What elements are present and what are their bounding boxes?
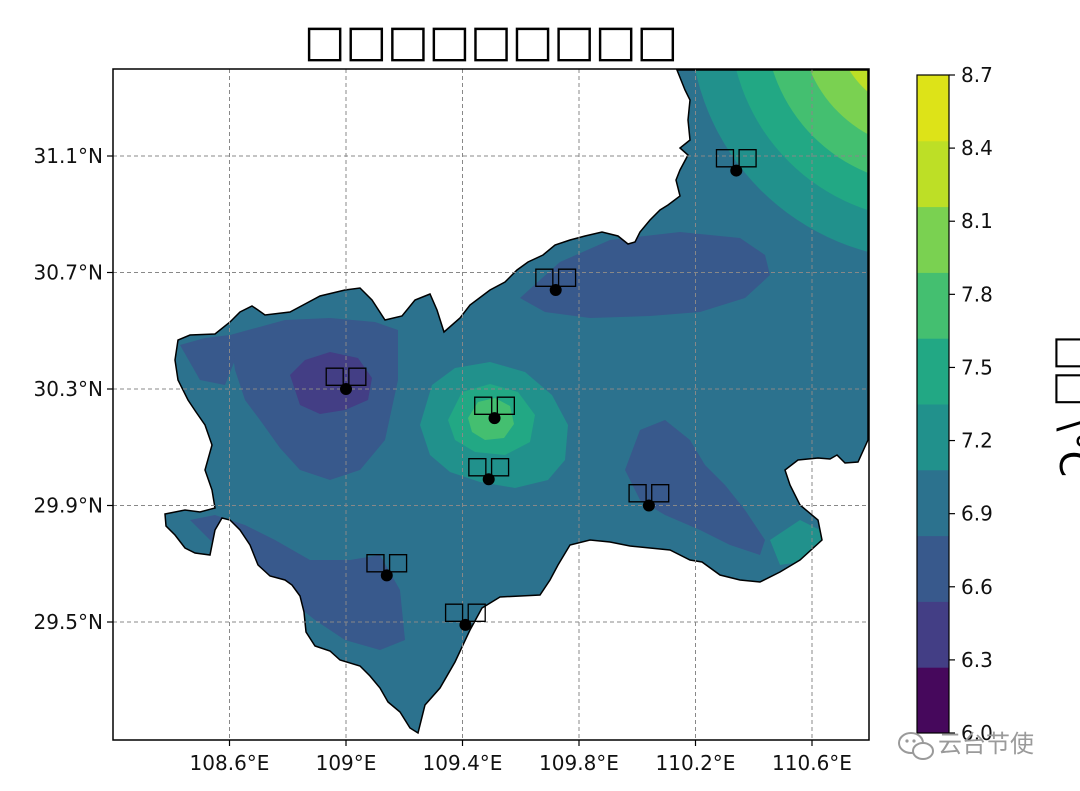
contour-level-6.6-north <box>520 232 770 318</box>
colorbar-tick-label: 8.7 <box>961 63 993 87</box>
colorbar-tick-label: 6.0 <box>961 721 993 745</box>
station-label: □□ <box>466 451 511 479</box>
colorbar-segment <box>917 140 949 208</box>
stations: □□ □□ □□ □□ □□ □□ □□ □□ <box>323 143 759 631</box>
colorbar-tick-label: 6.3 <box>961 648 993 672</box>
colorbar-segment <box>917 535 949 602</box>
station-label: □□ <box>443 597 488 625</box>
station-label: □□ <box>472 390 517 418</box>
station-marker <box>730 164 743 177</box>
lon-tick-label: 109.4°E <box>423 751 503 775</box>
map-title: □□□□□□□□□ <box>304 16 678 67</box>
colorbar-segment <box>917 272 949 339</box>
station-label: □□ <box>323 361 368 389</box>
lat-tick-label: 31.1°N <box>34 144 104 168</box>
station-marker <box>380 569 393 582</box>
lon-tick-label: 110.6°E <box>772 751 852 775</box>
colorbar-segment <box>917 206 949 273</box>
colorbar: 8.7 8.4 8.1 7.8 7.5 7.2 6.9 6.6 6.3 6.0 <box>916 63 993 745</box>
lat-tick-label: 29.9°N <box>34 494 104 518</box>
colorbar-segment <box>917 75 949 142</box>
lon-tick-label: 109°E <box>316 751 377 775</box>
station-marker <box>482 473 495 486</box>
colorbar-segment <box>917 667 949 734</box>
colorbar-segment <box>917 338 949 405</box>
colorbar-tick-label: 8.4 <box>961 136 993 160</box>
station-marker <box>340 383 352 395</box>
watermark-text: 云台节使 <box>938 730 1034 758</box>
gridlines: 108.6°E 109°E 109.4°E 109.8°E 110.2°E 110.6°E… <box>34 69 869 775</box>
lat-tick-label: 30.3°N <box>34 377 104 401</box>
colorbar-tick-label: 6.9 <box>961 502 993 526</box>
contour-level-6.3 <box>290 352 372 414</box>
lon-tick-label: 110.2°E <box>656 751 736 775</box>
plot-frame <box>112 68 870 741</box>
contour-level-6.6-westedge <box>180 335 235 385</box>
colorbar-tick-label: 7.5 <box>961 355 993 379</box>
station-marker <box>459 618 472 631</box>
colorbar-tick-label: 8.1 <box>961 209 993 233</box>
station-marker <box>549 283 562 296</box>
colorbar-frame <box>916 74 950 734</box>
station-label: □□ <box>714 143 759 171</box>
colorbar-tick-label: 6.6 <box>961 575 993 599</box>
station-label: □□ <box>626 478 671 506</box>
lat-tick-label: 29.5°N <box>34 610 104 634</box>
colorbar-segment <box>917 601 949 668</box>
wechat-icon <box>898 732 934 760</box>
station-marker <box>642 499 655 512</box>
watermark: 云台节使 <box>898 730 1034 760</box>
lat-tick-label: 30.7°N <box>34 261 104 285</box>
colorbar-segment <box>917 469 949 537</box>
colorbar-tick-label: 7.8 <box>961 282 993 306</box>
colorbar-segment <box>917 404 949 471</box>
station-label: □□ <box>533 262 578 290</box>
colorbar-label: □□ \°C <box>1051 335 1080 477</box>
station-marker <box>488 412 501 425</box>
lon-tick-label: 109.8°E <box>539 751 619 775</box>
contour-level-6.6-east <box>625 420 765 555</box>
lon-tick-label: 108.6°E <box>190 751 270 775</box>
station-label: □□ <box>364 547 409 575</box>
colorbar-tick-label: 7.2 <box>961 429 993 453</box>
